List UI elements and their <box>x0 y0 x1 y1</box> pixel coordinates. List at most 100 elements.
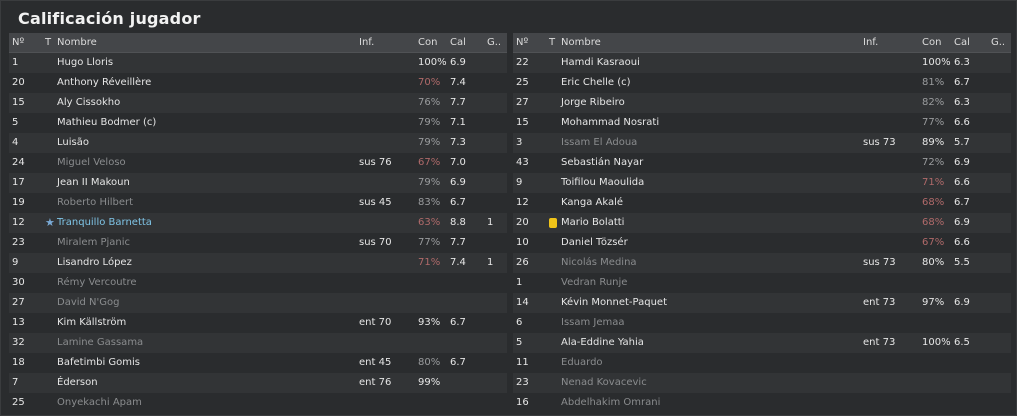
player-name[interactable]: Mario Bolatti <box>561 217 625 228</box>
rating-value: 7.4 <box>450 257 466 268</box>
rating-value: 6.7 <box>450 197 466 208</box>
player-name[interactable]: Sebastián Nayar <box>561 157 644 168</box>
squad-number: 10 <box>516 237 529 248</box>
player-name[interactable]: Issam Jemaa <box>561 317 625 328</box>
table-row[interactable]: 12 Kanga Akalé 68% 6.7 <box>513 193 1011 213</box>
player-name[interactable]: Roberto Hilbert <box>57 197 134 208</box>
table-row[interactable]: 25 Onyekachi Apam <box>9 393 507 413</box>
table-row[interactable]: 16 Abdelhakim Omrani <box>513 393 1011 413</box>
player-name[interactable]: Kanga Akalé <box>561 197 624 208</box>
table-row[interactable]: 32 Lamine Gassama <box>9 333 507 353</box>
table-row[interactable]: 14 Kévin Monnet-Paquet ent 73 97% 6.9 <box>513 293 1011 313</box>
squad-number: 6 <box>516 317 523 328</box>
column-header-condition[interactable]: Con <box>922 37 942 48</box>
player-name[interactable]: Nenad Kovacevic <box>561 377 647 388</box>
player-name[interactable]: Hugo Lloris <box>57 57 114 68</box>
rating-value: 7.7 <box>450 97 466 108</box>
table-row[interactable]: 4 Luisão 79% 7.3 <box>9 133 507 153</box>
player-name[interactable]: Mohammad Nosrati <box>561 117 660 128</box>
table-row[interactable]: 10 Daniel Tözsér 67% 6.6 <box>513 233 1011 253</box>
player-name[interactable]: Daniel Tözsér <box>561 237 628 248</box>
table-row[interactable]: 11 Eduardo <box>513 353 1011 373</box>
column-header-name[interactable]: Nombre <box>57 37 97 48</box>
table-row[interactable]: 23 Miralem Pjanic sus 70 77% 7.7 <box>9 233 507 253</box>
table-row[interactable]: 20 Anthony Réveillère 70% 7.4 <box>9 73 507 93</box>
table-row[interactable]: 26 Nicolás Medina sus 73 80% 5.5 <box>513 253 1011 273</box>
table-header: Nº T Nombre Inf. Con Cal G.. <box>513 33 1011 53</box>
player-name[interactable]: Lisandro López <box>57 257 132 268</box>
table-row[interactable]: 7 Éderson ent 76 99% <box>9 373 507 393</box>
table-row[interactable]: 1 Vedran Runje <box>513 273 1011 293</box>
condition-value: 97% <box>922 297 945 308</box>
table-row[interactable]: 18 Bafetimbi Gomis ent 45 80% 6.7 <box>9 353 507 373</box>
condition-value: 81% <box>922 77 945 88</box>
player-name[interactable]: Rémy Vercoutre <box>57 277 137 288</box>
table-row[interactable]: 9 Lisandro López 71% 7.4 1 <box>9 253 507 273</box>
column-header-rating[interactable]: Cal <box>450 37 466 48</box>
condition-value: 76% <box>418 97 441 108</box>
table-row[interactable]: 22 Hamdi Kasraoui 100% 6.3 <box>513 53 1011 73</box>
column-header-condition[interactable]: Con <box>418 37 438 48</box>
table-row[interactable]: 5 Mathieu Bodmer (c) 79% 7.1 <box>9 113 507 133</box>
table-row[interactable]: 24 Miguel Veloso sus 76 67% 7.0 <box>9 153 507 173</box>
table-row[interactable]: 5 Ala-Eddine Yahia ent 73 100% 6.5 <box>513 333 1011 353</box>
table-row[interactable]: 30 Rémy Vercoutre <box>9 273 507 293</box>
player-name[interactable]: Miguel Veloso <box>57 157 126 168</box>
table-row[interactable]: 15 Aly Cissokho 76% 7.7 <box>9 93 507 113</box>
table-row[interactable]: 43 Sebastián Nayar 72% 6.9 <box>513 153 1011 173</box>
player-name[interactable]: Nicolás Medina <box>561 257 637 268</box>
table-row[interactable]: 13 Kim Källström ent 70 93% 6.7 <box>9 313 507 333</box>
column-header-goals[interactable]: G.. <box>991 37 1006 48</box>
player-name[interactable]: Onyekachi Apam <box>57 397 142 408</box>
player-name[interactable]: Abdelhakim Omrani <box>561 397 661 408</box>
table-row[interactable]: 25 Eric Chelle (c) 81% 6.7 <box>513 73 1011 93</box>
player-name[interactable]: Kévin Monnet-Paquet <box>561 297 667 308</box>
player-name[interactable]: Jean II Makoun <box>57 177 130 188</box>
player-name[interactable]: Ala-Eddine Yahia <box>561 337 644 348</box>
column-header-info[interactable]: Inf. <box>359 37 375 48</box>
column-header-goals[interactable]: G.. <box>487 37 502 48</box>
player-name[interactable]: Eduardo <box>561 357 603 368</box>
player-name[interactable]: Lamine Gassama <box>57 337 144 348</box>
player-name[interactable]: Jorge Ribeiro <box>561 97 625 108</box>
player-name[interactable]: Luisão <box>57 137 89 148</box>
table-row[interactable]: 15 Mohammad Nosrati 77% 6.6 <box>513 113 1011 133</box>
table-row[interactable]: 19 Roberto Hilbert sus 45 83% 6.7 <box>9 193 507 213</box>
player-name[interactable]: Toifilou Maoulida <box>561 177 645 188</box>
table-row[interactable]: 27 Jorge Ribeiro 82% 6.3 <box>513 93 1011 113</box>
column-header-rating[interactable]: Cal <box>954 37 970 48</box>
condition-value: 93% <box>418 317 441 328</box>
player-name[interactable]: Issam El Adoua <box>561 137 638 148</box>
player-name[interactable]: Eric Chelle (c) <box>561 77 631 88</box>
rating-value: 6.9 <box>954 297 970 308</box>
player-name[interactable]: Bafetimbi Gomis <box>57 357 141 368</box>
table-row[interactable]: 6 Issam Jemaa <box>513 313 1011 333</box>
column-header-t[interactable]: T <box>549 37 556 48</box>
column-header-t[interactable]: T <box>45 37 52 48</box>
column-header-info[interactable]: Inf. <box>863 37 879 48</box>
table-row[interactable]: 3 Issam El Adoua sus 73 89% 5.7 <box>513 133 1011 153</box>
player-name[interactable]: Vedran Runje <box>561 277 628 288</box>
player-name[interactable]: Tranquillo Barnetta <box>57 217 152 228</box>
player-name[interactable]: Anthony Réveillère <box>57 77 152 88</box>
table-row[interactable]: 20 Mario Bolatti 68% 6.9 <box>513 213 1011 233</box>
table-row[interactable]: 23 Nenad Kovacevic <box>513 373 1011 393</box>
player-name[interactable]: Éderson <box>57 377 98 388</box>
column-header-name[interactable]: Nombre <box>561 37 601 48</box>
player-name[interactable]: Kim Källström <box>57 317 127 328</box>
player-name[interactable]: David N'Gog <box>57 297 120 308</box>
squad-number: 23 <box>12 237 25 248</box>
table-row[interactable]: 1 Hugo Lloris 100% 6.9 <box>9 53 507 73</box>
table-row[interactable]: 17 Jean II Makoun 79% 6.9 <box>9 173 507 193</box>
column-header-number[interactable]: Nº <box>12 37 25 48</box>
table-row[interactable]: 27 David N'Gog <box>9 293 507 313</box>
table-row[interactable]: 12 ★ Tranquillo Barnetta 63% 8.8 1 <box>9 213 507 233</box>
goals-value: 1 <box>487 257 494 268</box>
table-row[interactable]: 9 Toifilou Maoulida 71% 6.6 <box>513 173 1011 193</box>
player-name[interactable]: Aly Cissokho <box>57 97 121 108</box>
rating-value: 6.7 <box>954 197 970 208</box>
player-name[interactable]: Hamdi Kasraoui <box>561 57 640 68</box>
player-name[interactable]: Miralem Pjanic <box>57 237 131 248</box>
column-header-number[interactable]: Nº <box>516 37 529 48</box>
player-name[interactable]: Mathieu Bodmer (c) <box>57 117 157 128</box>
